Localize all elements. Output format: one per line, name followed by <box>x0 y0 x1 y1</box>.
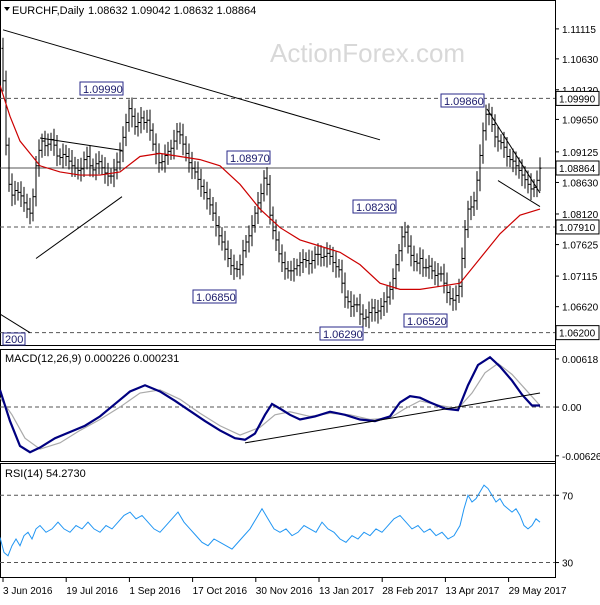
chart-header-ohlc: 1.08632 1.09042 1.08632 1.08864 <box>88 5 256 17</box>
rsi-title: RSI(14) 54.2730 <box>5 468 86 480</box>
rsi-line-group <box>0 484 541 557</box>
macd-tick-label: 0.00618 <box>562 355 599 366</box>
macd-tick-label: -0.00626 <box>562 452 600 463</box>
macd-line <box>0 355 540 454</box>
price-tick-label: 1.08630 <box>562 178 599 189</box>
x-tick-label: 13 Apr 2017 <box>445 586 499 597</box>
annotation-label: 1.06850 <box>196 292 236 304</box>
price-level-label: 1.08864 <box>559 164 596 175</box>
price-tick-label: 1.08120 <box>562 210 599 221</box>
rsi-panel-frame <box>0 463 556 578</box>
price-tick-label: 1.07625 <box>562 241 599 252</box>
rsi-line <box>0 484 541 557</box>
macd-title: MACD(12,26,9) 0.000226 0.000231 <box>5 353 179 365</box>
annotation-label: 1.08970 <box>230 153 270 165</box>
x-axis-group: 3 Jun 2016 19 Jul 2016 1 Sep 2016 17 Oct 20… <box>2 578 567 597</box>
rsi-tick-label: 30 <box>562 559 574 570</box>
macd-trendline <box>244 392 541 444</box>
annotation-label: 1.06290 <box>323 329 363 341</box>
macd-signal-line <box>0 362 541 450</box>
rsi-ticks-group: 70 30 <box>555 491 574 570</box>
ma-group <box>0 85 541 290</box>
x-tick-label: 3 Jun 2016 <box>3 586 53 597</box>
rsi-levels-group <box>0 494 555 564</box>
macd-panel-frame <box>0 349 556 462</box>
annotation-label: 1.09860 <box>444 96 484 108</box>
moving-average-line <box>0 85 541 290</box>
annotation-box <box>319 326 364 341</box>
annotation-box <box>79 81 124 96</box>
price-bars-group <box>1 37 542 329</box>
annotations-group: 1.09990 1.08970 1.06850 1.06290 1.08230 … <box>2 81 485 346</box>
price-tick-label: 1.09650 <box>562 115 599 126</box>
x-tick-label: 17 Oct 2016 <box>193 586 248 597</box>
x-tick-label: 19 Jul 2016 <box>66 586 118 597</box>
trendlines-group <box>0 29 541 334</box>
annotation-box <box>352 199 397 214</box>
price-trendline <box>2 29 381 141</box>
price-level-label: 1.07910 <box>559 223 596 234</box>
price-level-labels-group: 1.09990 1.07910 1.06200 1.08864 <box>555 90 600 341</box>
price-tick-label: 1.11115 <box>562 25 596 36</box>
price-tick-label: 1.07115 <box>562 272 598 283</box>
macd-lines-group <box>0 355 541 454</box>
macd-ticks-group: 0.00618 0.00 -0.00626 <box>555 355 600 463</box>
watermark-text: ActionForex.com <box>270 38 465 68</box>
price-trendline <box>35 196 123 259</box>
annotation-box <box>226 150 271 165</box>
price-tick-label: 1.10630 <box>562 55 599 66</box>
price-trendline <box>486 108 541 194</box>
price-level-label: 1.06200 <box>559 329 596 340</box>
macd-tick-label: 0.00 <box>562 403 582 414</box>
price-tick-label: 1.09125 <box>562 148 599 159</box>
price-level-label-box <box>555 90 600 106</box>
annotation-box <box>403 313 448 328</box>
price-tick-label: 1.06620 <box>562 303 599 314</box>
x-tick-label: 13 Jan 2017 <box>319 586 374 597</box>
chart-header-symbol: EURCHF,Daily <box>12 5 85 17</box>
annotation-box <box>192 289 237 304</box>
annotation-box <box>2 332 26 346</box>
price-level-label-box <box>555 325 600 341</box>
header-triangle-icon <box>4 7 10 11</box>
x-tick-label: 28 Feb 2017 <box>382 586 439 597</box>
price-levels-group <box>0 97 555 334</box>
x-tick-label: 29 May 2017 <box>509 586 567 597</box>
annotation-label: 1.08230 <box>356 202 396 214</box>
annotation-label: 200 <box>5 334 23 346</box>
annotation-label: 1.06520 <box>407 316 447 328</box>
price-level-label-box <box>555 160 600 176</box>
x-tick-label: 1 Sep 2016 <box>129 586 181 597</box>
rsi-tick-label: 70 <box>562 491 574 502</box>
price-trendline <box>0 313 31 334</box>
annotation-box <box>440 93 485 108</box>
price-level-label-box <box>555 219 600 235</box>
price-level-label: 1.09990 <box>559 94 596 105</box>
annotation-label: 1.09990 <box>83 84 123 96</box>
price-trendline <box>39 137 123 151</box>
x-tick-label: 30 Nov 2016 <box>256 586 313 597</box>
price-trendline <box>497 180 541 207</box>
